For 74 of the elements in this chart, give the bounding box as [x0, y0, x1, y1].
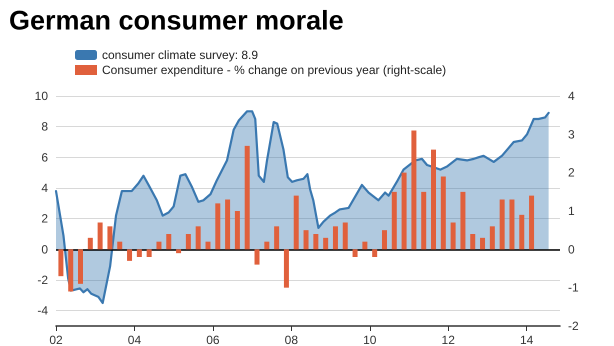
bar: [519, 214, 524, 250]
bar: [186, 234, 191, 250]
bar: [284, 249, 289, 288]
y-tick-label: 10: [34, 89, 48, 103]
bar: [332, 226, 338, 250]
bar: [431, 150, 436, 250]
bar: [68, 249, 74, 292]
x-tick-label: 02: [49, 333, 63, 346]
x-tick-label: 06: [206, 333, 220, 346]
bar: [107, 226, 112, 250]
bar: [411, 130, 416, 250]
bar: [440, 176, 446, 250]
y-tick-label: -4: [37, 304, 48, 318]
y-tick-label: -2: [37, 273, 48, 287]
x-tick-label: 10: [363, 333, 377, 346]
x-tick-label: 12: [442, 333, 456, 346]
bar: [274, 226, 280, 250]
y2-tick-label: -2: [568, 319, 579, 333]
bar: [254, 249, 260, 265]
bar: [176, 249, 182, 254]
legend-label: Consumer expenditure - % change on previous year (right-scale): [102, 63, 446, 77]
y2-tick-label: 2: [568, 166, 575, 180]
bar: [117, 242, 122, 250]
bar: [136, 249, 142, 257]
legend-label: consumer climate survey: 8.9: [102, 48, 258, 62]
bar: [234, 211, 240, 250]
y-tick-label: 2: [41, 212, 48, 226]
bar: [205, 242, 210, 250]
chart-title: German consumer morale: [9, 6, 344, 36]
bar: [215, 203, 220, 250]
bar: [264, 242, 270, 250]
bar: [529, 196, 534, 250]
bar: [58, 249, 64, 276]
bar: [372, 249, 378, 257]
bar: [98, 222, 103, 250]
bar: [490, 226, 495, 250]
bar: [342, 222, 348, 250]
bar: [156, 242, 162, 250]
y-tick-label: 4: [41, 181, 48, 195]
bar: [166, 234, 172, 250]
bar: [294, 196, 299, 250]
bar: [78, 249, 84, 284]
x-tick-label: 08: [284, 333, 298, 346]
x-tick-label: 14: [520, 333, 534, 346]
bar: [480, 238, 486, 250]
y2-tick-label: 1: [568, 204, 575, 218]
y2-tick-label: -1: [568, 280, 579, 295]
bar: [225, 200, 230, 250]
bar: [304, 230, 309, 250]
y2-tick-label: 0: [568, 242, 575, 256]
bar: [88, 238, 93, 250]
x-tick-label: 04: [128, 333, 142, 346]
y-tick-label: 6: [41, 150, 48, 164]
bar: [500, 200, 505, 250]
y2-tick-label: 4: [568, 89, 575, 103]
bar: [509, 200, 514, 250]
y-tick-label: 0: [41, 242, 48, 256]
bar: [313, 234, 318, 250]
bar: [323, 238, 328, 250]
bar: [470, 234, 476, 250]
bar: [127, 249, 132, 261]
bar: [450, 222, 456, 250]
bar: [146, 249, 152, 257]
bar: [402, 172, 407, 250]
bar: [460, 192, 466, 250]
bar: [196, 226, 201, 250]
bar: [392, 192, 397, 250]
bar: [421, 192, 426, 250]
bar: [362, 242, 368, 250]
bar: [352, 249, 358, 257]
y-tick-label: 8: [41, 120, 48, 134]
y2-tick-label: 3: [568, 127, 575, 142]
bar: [244, 146, 250, 250]
bar: [382, 230, 387, 250]
